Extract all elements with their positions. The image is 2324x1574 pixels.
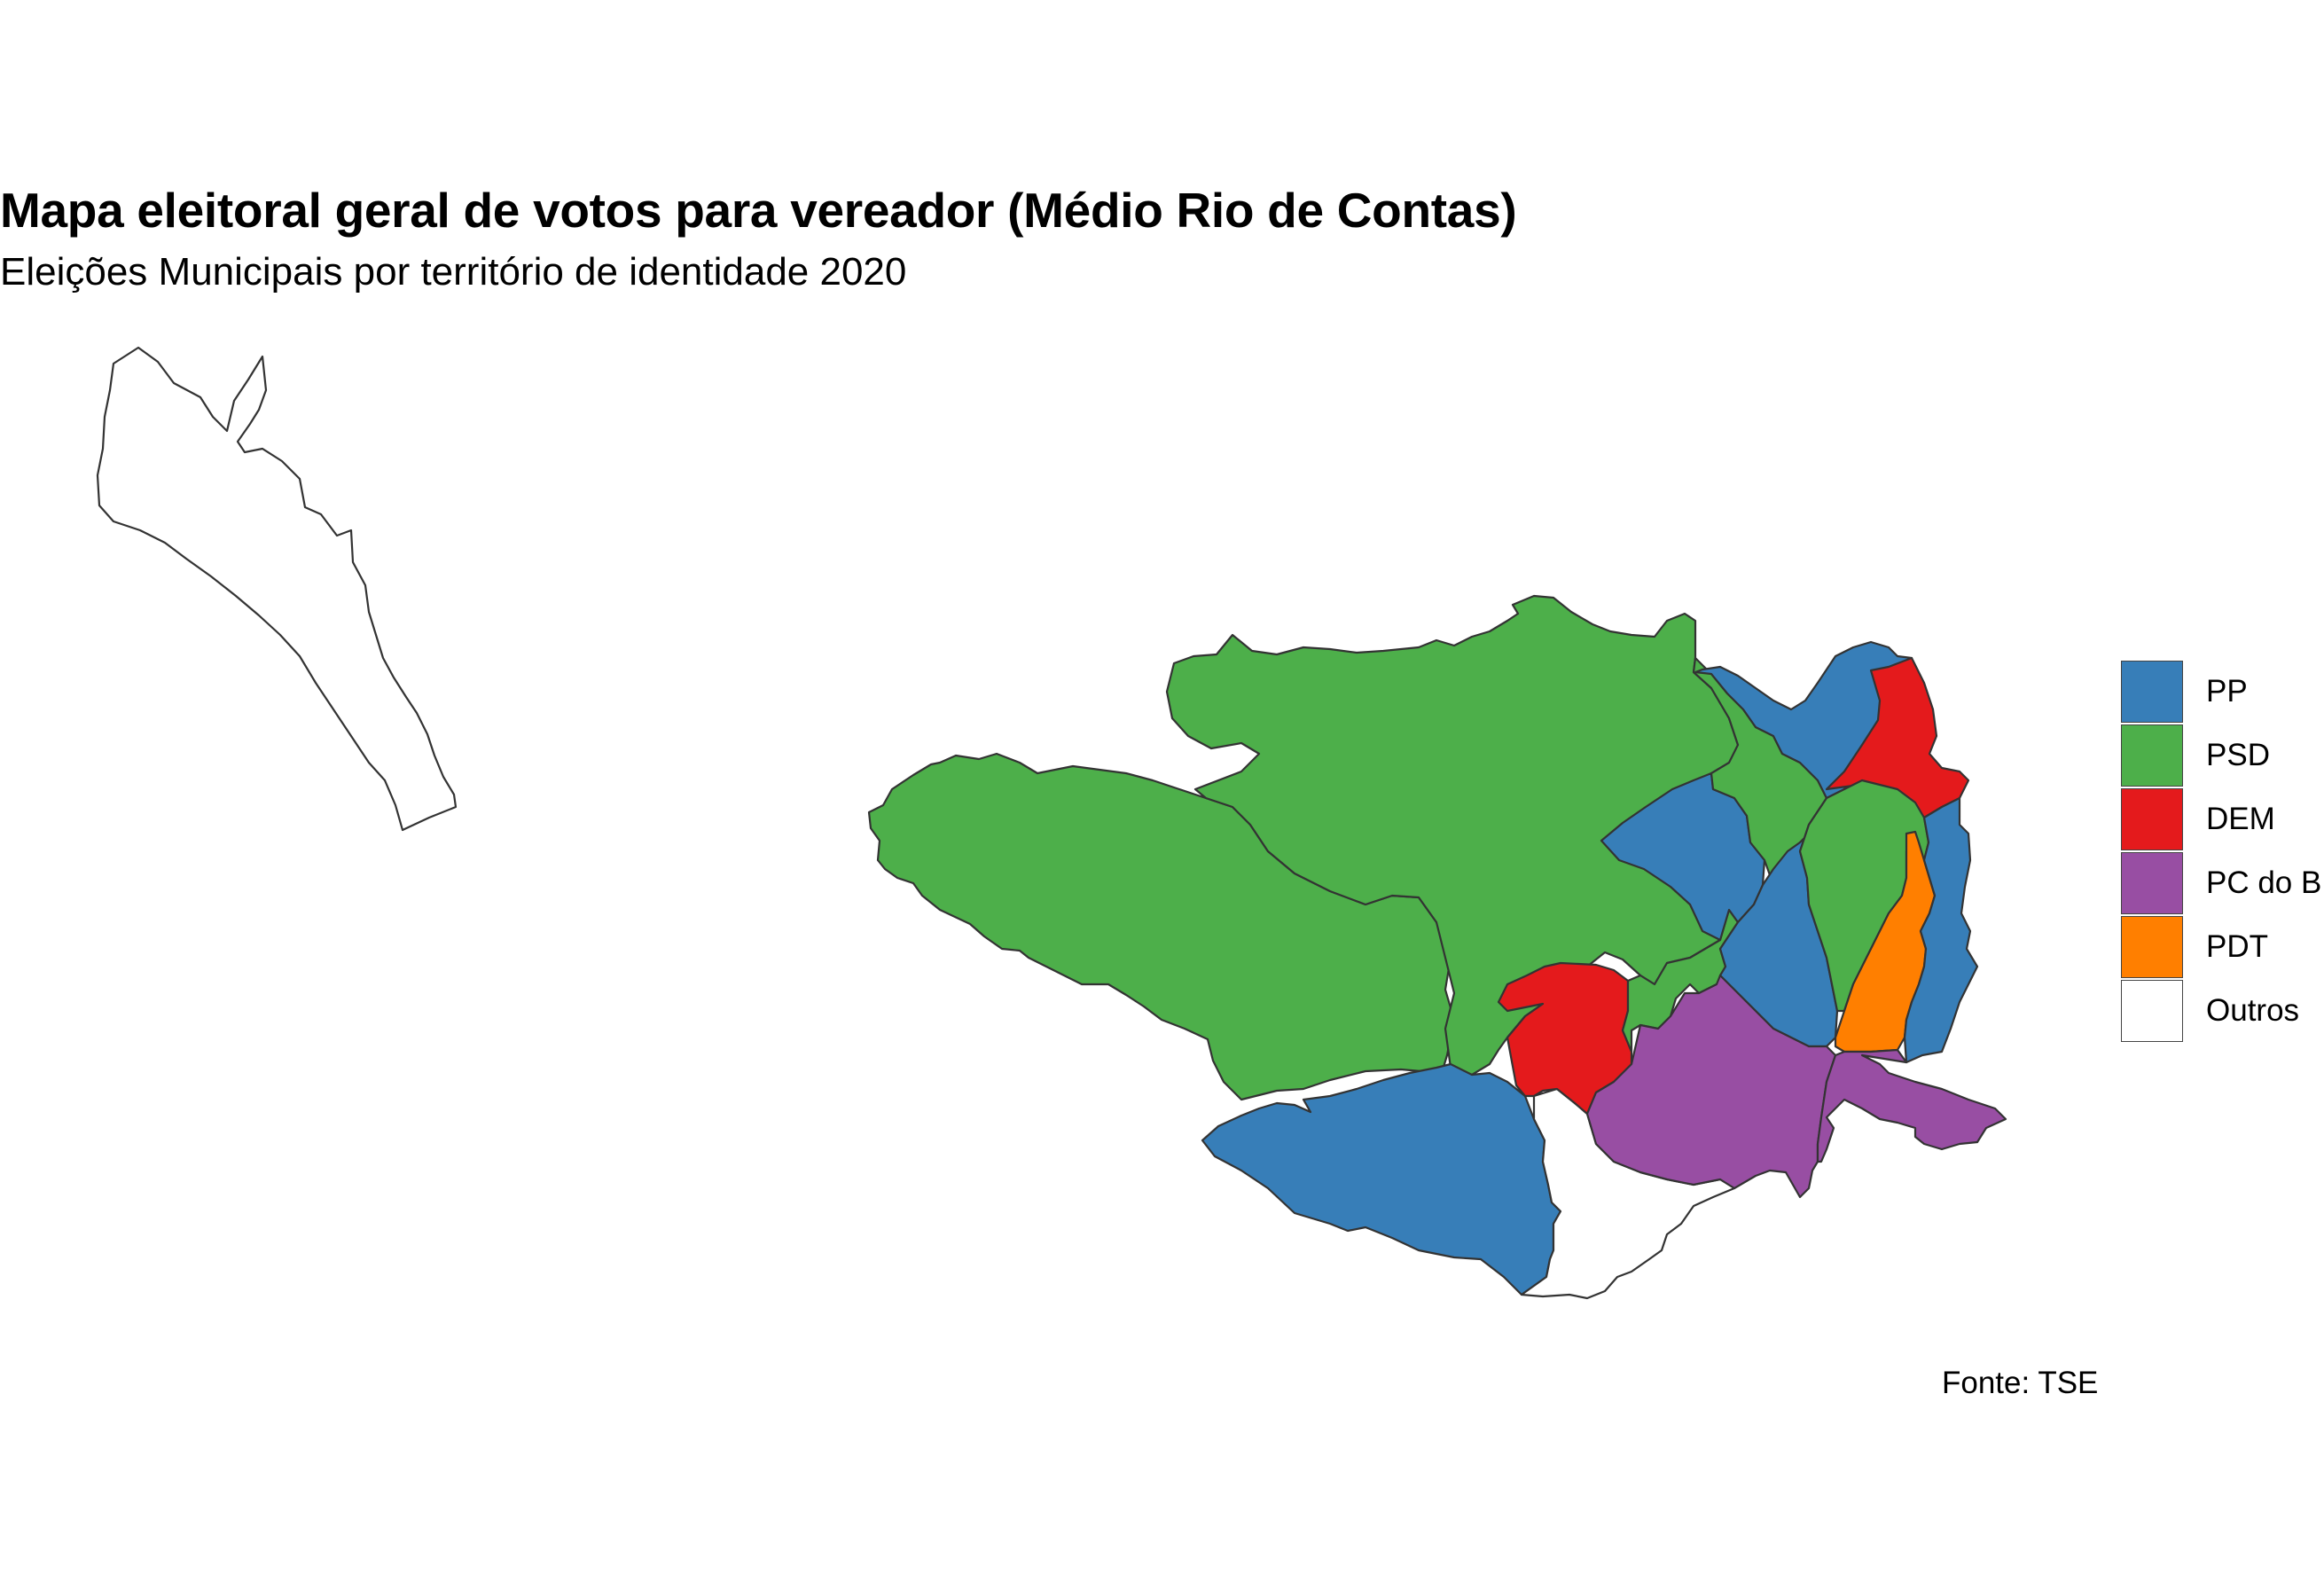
legend-label: PDT xyxy=(2206,929,2268,964)
legend-swatch xyxy=(2121,852,2183,914)
map-title: Mapa eleitoral geral de votos para verea… xyxy=(0,183,1517,238)
legend-item: DEM xyxy=(2121,787,2275,851)
map-legend: PP PSD DEM PC do B PDT Outros xyxy=(2121,660,2321,1043)
legend-label: PP xyxy=(2206,674,2248,709)
legend-item: PSD xyxy=(2121,724,2270,787)
legend-swatch xyxy=(2121,661,2183,723)
region-south-west-blue xyxy=(1201,1062,1562,1296)
legend-label: Outros xyxy=(2206,993,2300,1028)
source-caption: Fonte: TSE xyxy=(1942,1366,2099,1400)
legend-label: PSD xyxy=(2206,738,2270,772)
legend-swatch xyxy=(2121,980,2183,1042)
legend-item: PDT xyxy=(2121,915,2268,979)
legend-swatch xyxy=(2121,916,2183,978)
legend-label: PC do B xyxy=(2206,865,2322,900)
legend-item: PC do B xyxy=(2121,851,2321,915)
region-outlier-northwest xyxy=(96,346,458,832)
region-far-east-blue xyxy=(1903,796,1979,1064)
map-subtitle: Eleições Municipais por território de id… xyxy=(0,250,907,294)
region-southeast-purple xyxy=(1816,1048,2007,1163)
legend-swatch xyxy=(2121,788,2183,850)
legend-swatch xyxy=(2121,724,2183,787)
legend-label: DEM xyxy=(2206,802,2275,836)
legend-item: Outros xyxy=(2121,979,2299,1043)
legend-item: PP xyxy=(2121,660,2248,724)
region-central-blue xyxy=(1600,771,1766,942)
region-central-red xyxy=(1497,961,1633,1116)
